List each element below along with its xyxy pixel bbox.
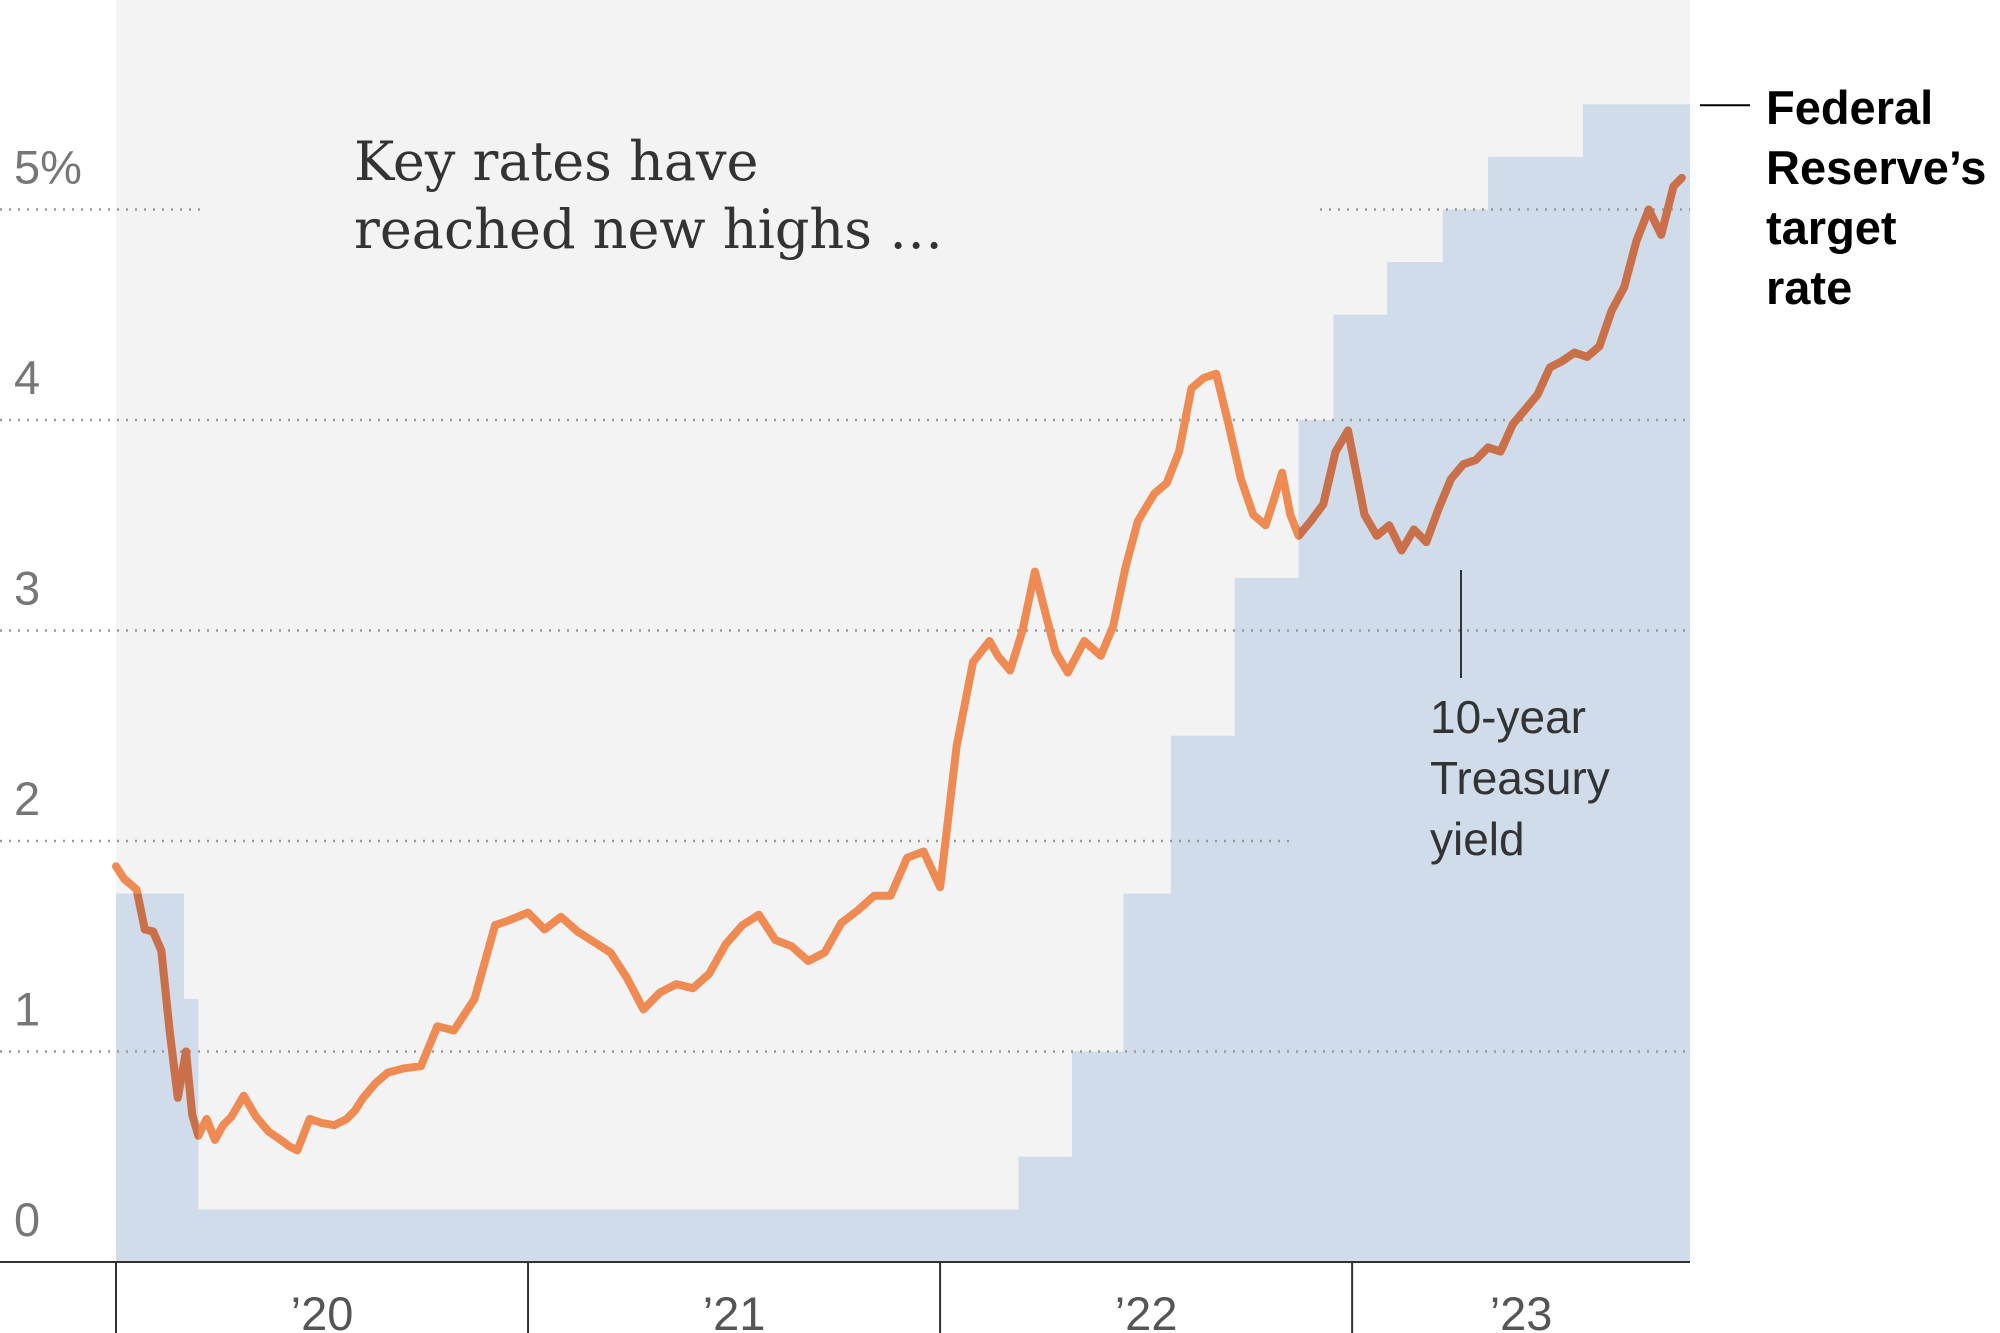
fed-target-rate-area [116,104,1690,1262]
treasury-series-label: 10-year Treasury yield [1430,691,1623,865]
treasury-label-line-1: 10-year [1430,691,1586,743]
gridlines [0,208,1690,1053]
chart-title-line-2: reached new highs … [354,198,943,261]
x-axis-ticks: ’20 ’21 ’22 ’23 [115,1262,1553,1333]
y-tick-label: 2 [14,772,40,825]
y-tick-label: 3 [14,562,40,615]
treasury-label-line-2: Treasury [1430,752,1610,804]
y-tick-label: 0 [14,1193,40,1246]
y-tick-label: 5% [14,141,82,194]
fed-label-line-2: Reserve’s [1766,141,1986,194]
x-tick-label: ’22 [1115,1287,1178,1333]
y-axis-tick-labels: 0 1 2 3 4 5% [14,141,82,1247]
fed-label-line-1: Federal [1766,81,1933,134]
x-tick-label: ’21 [703,1287,766,1333]
y-tick-label: 4 [14,351,40,404]
x-tick-label: ’20 [291,1287,354,1333]
treasury-label-line-3: yield [1430,813,1525,865]
y-tick-label: 1 [14,983,40,1036]
chart-title-line-1: Key rates have [354,130,759,193]
fed-label-line-4: rate [1766,261,1852,314]
chart-title: Key rates have reached new highs … [354,130,943,261]
x-tick-label: ’23 [1490,1287,1553,1333]
fed-label-line-3: target [1766,201,1897,254]
fed-series-label: Federal Reserve’s target rate [1766,81,1999,314]
